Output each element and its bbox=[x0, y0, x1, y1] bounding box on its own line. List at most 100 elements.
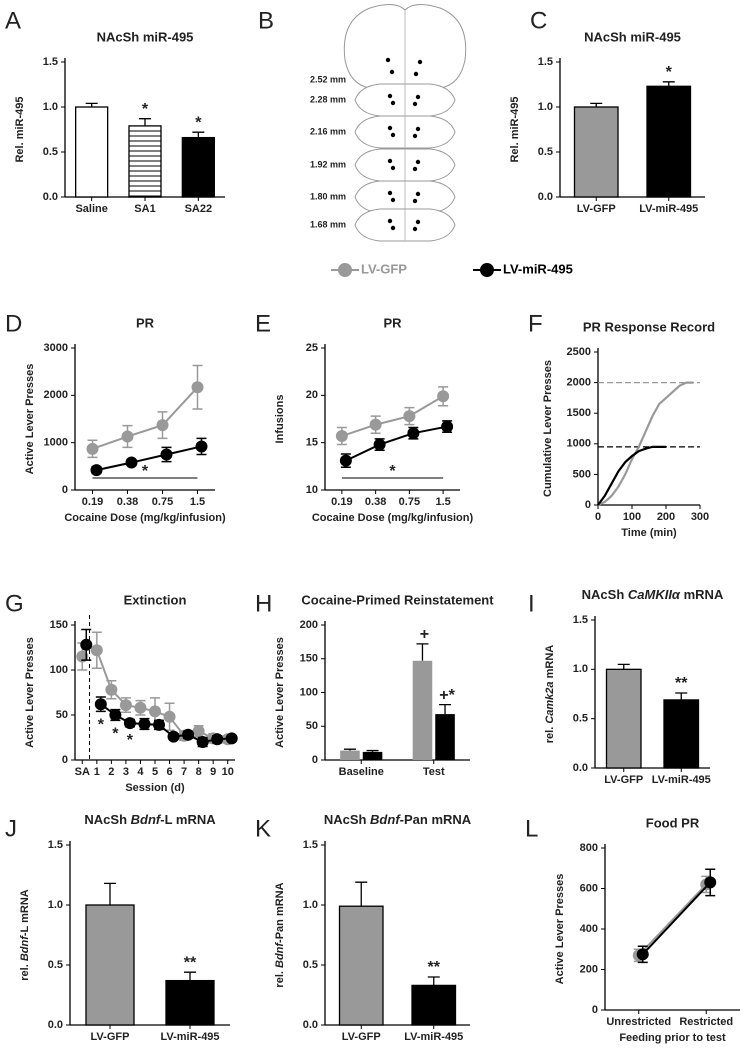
legend-label: LV-GFP bbox=[361, 261, 407, 276]
x-tick-label: LV-GFP bbox=[342, 1031, 381, 1043]
injection-site bbox=[387, 158, 393, 164]
y-tick-label: 50 bbox=[306, 720, 318, 732]
chart-title-part: NAcSh bbox=[324, 812, 370, 827]
y-tick-label: 0.5 bbox=[48, 959, 63, 971]
data-point bbox=[192, 725, 205, 738]
injection-site bbox=[390, 100, 396, 106]
significance-mark: ** bbox=[428, 959, 441, 976]
chart-title-part: CaMKIIα bbox=[628, 587, 681, 602]
atlas-label: 1.68 mm bbox=[310, 219, 346, 229]
y-tick-label: 2000 bbox=[567, 377, 591, 389]
data-point bbox=[138, 718, 151, 730]
panel-letter: B bbox=[258, 7, 274, 34]
y-axis-label: rel. Bdnf-L mRNA bbox=[19, 889, 31, 981]
injection-site bbox=[387, 190, 393, 196]
chart-title: NAcSh Bdnf-L mRNA bbox=[84, 812, 216, 827]
data-point bbox=[163, 710, 176, 723]
data-point bbox=[437, 390, 450, 403]
y-tick-label: 1000 bbox=[567, 438, 591, 450]
y-axis-label: Rel. miR-495 bbox=[14, 96, 26, 162]
bar bbox=[646, 85, 692, 198]
chart-title: PR Response Record bbox=[583, 319, 715, 334]
data-point bbox=[153, 718, 165, 731]
y-axis-label-part: -L mRNA bbox=[19, 889, 31, 936]
y-axis-label: Rel. miR-495 bbox=[509, 96, 521, 162]
chart-title: Food PR bbox=[646, 815, 700, 830]
x-tick-label: 2 bbox=[108, 766, 114, 778]
data-point bbox=[339, 454, 352, 467]
legend-label: LV-miR-495 bbox=[503, 261, 573, 276]
y-tick-label: 1.5 bbox=[303, 839, 318, 851]
x-tick-label: 9 bbox=[210, 766, 216, 778]
injection-site bbox=[389, 69, 395, 75]
x-tick-label: 5 bbox=[152, 766, 158, 778]
y-axis-label: Cumulative Lever Presses bbox=[542, 360, 554, 497]
data-point bbox=[335, 430, 348, 443]
y-axis-label: Active Lever Presses bbox=[24, 637, 36, 748]
y-axis-label: Active Lever Presses bbox=[24, 364, 36, 475]
chart-title-part: Bdnf bbox=[370, 812, 401, 827]
x-tick-label: Saline bbox=[75, 203, 107, 215]
y-axis-label: Infusions bbox=[274, 395, 286, 444]
panel-letter: I bbox=[528, 590, 535, 617]
panel-letter: H bbox=[255, 590, 272, 617]
x-tick-label: SA bbox=[75, 766, 90, 778]
injection-site bbox=[417, 59, 423, 65]
y-axis-label: rel. Bdnf-Pan mRNA bbox=[274, 882, 286, 987]
significance-mark: * bbox=[112, 726, 119, 743]
significance-mark: * bbox=[666, 64, 673, 81]
y-tick-label: 0 bbox=[592, 1004, 598, 1016]
line-segment bbox=[642, 881, 711, 955]
x-axis-label: Session (d) bbox=[125, 782, 185, 794]
x-tick-label: 4 bbox=[137, 766, 144, 778]
chart-title: PR bbox=[383, 315, 402, 330]
x-tick-label: 1.5 bbox=[435, 496, 450, 508]
x-tick-label: 1 bbox=[94, 766, 100, 778]
y-tick-label: 1.0 bbox=[303, 899, 318, 911]
significance-mark: * bbox=[98, 717, 105, 734]
y-tick-label: 800 bbox=[580, 842, 598, 854]
x-tick-label: 0.19 bbox=[331, 496, 352, 508]
x-axis-label: Cocaine Dose (mg/kg/infusion) bbox=[312, 512, 474, 524]
y-tick-label: 1.0 bbox=[573, 663, 588, 675]
bar bbox=[435, 714, 455, 760]
y-tick-label: 1500 bbox=[567, 407, 591, 419]
significance-mark: * bbox=[127, 732, 134, 749]
x-axis-label: Cocaine Dose (mg/kg/infusion) bbox=[64, 512, 226, 524]
injection-site bbox=[415, 94, 421, 100]
chart-title-part: Bdnf bbox=[131, 812, 162, 827]
injection-site bbox=[390, 165, 396, 171]
y-tick-label: 1.0 bbox=[538, 101, 553, 113]
y-tick-label: 600 bbox=[580, 882, 598, 894]
y-tick-label: 500 bbox=[573, 468, 591, 480]
line-segment bbox=[92, 435, 128, 450]
x-tick-label: 0 bbox=[595, 511, 601, 523]
x-tick-label: 3 bbox=[123, 766, 129, 778]
chart-title-part: NAcSh bbox=[582, 587, 628, 602]
data-point bbox=[167, 730, 180, 743]
x-tick-label: LV-miR-495 bbox=[160, 1031, 219, 1043]
data-point bbox=[125, 456, 138, 469]
data-point bbox=[636, 948, 649, 961]
panel-letter: L bbox=[525, 815, 538, 842]
data-point bbox=[704, 876, 717, 889]
x-tick-label: 1.5 bbox=[190, 496, 205, 508]
data-point bbox=[80, 638, 93, 651]
data-point bbox=[211, 733, 224, 746]
error-bar bbox=[662, 81, 675, 87]
y-tick-label: 20 bbox=[306, 389, 318, 401]
line-segment bbox=[127, 424, 163, 438]
y-tick-label: 0 bbox=[585, 499, 591, 511]
error-bar bbox=[427, 976, 440, 986]
x-tick-label: LV-GFP bbox=[604, 774, 643, 786]
data-point bbox=[160, 448, 173, 461]
error-bar bbox=[184, 971, 196, 981]
bar bbox=[181, 136, 215, 198]
chart-title: Cocaine-Primed Reinstatement bbox=[301, 592, 494, 607]
x-tick-label: 300 bbox=[691, 511, 709, 523]
injection-site bbox=[413, 71, 419, 77]
error-bar bbox=[675, 692, 688, 700]
y-axis-label-part: rel. bbox=[544, 724, 556, 744]
atlas-label: 2.52 mm bbox=[310, 74, 346, 84]
injection-site bbox=[412, 166, 418, 172]
